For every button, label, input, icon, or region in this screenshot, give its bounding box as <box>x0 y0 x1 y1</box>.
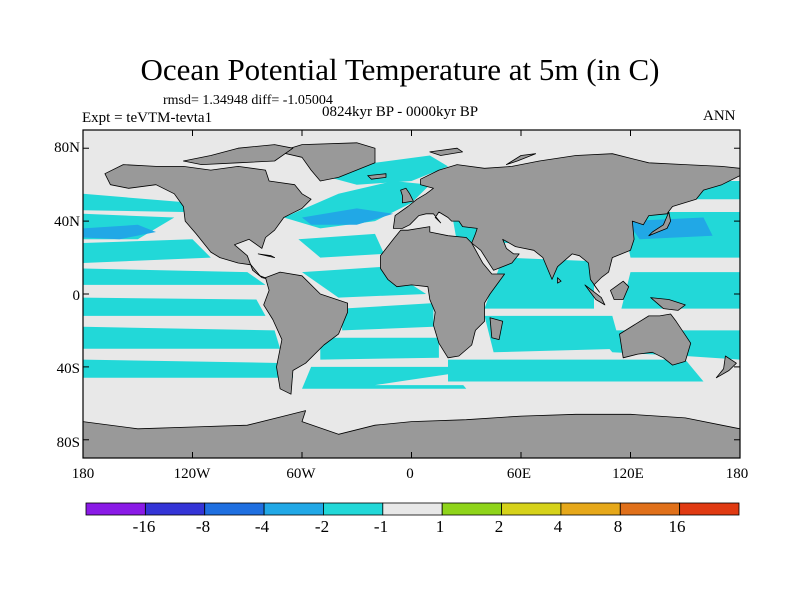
y-tick-label-80s: 80S <box>56 435 80 451</box>
madagascar-landmass <box>489 317 504 341</box>
colorbar-label: 1 <box>435 517 445 536</box>
colorbar-label: -16 <box>132 517 156 536</box>
anomaly-region <box>83 193 193 212</box>
x-tick-label-180w: 180 <box>71 466 95 482</box>
stats-line: rmsd= 1.34948 diff= -1.05004 <box>163 93 333 108</box>
x-tick-label-0: 0 <box>406 466 414 482</box>
axis-ticks <box>82 130 741 458</box>
colorbar-label: 16 <box>668 517 686 536</box>
new-zealand-landmass <box>715 355 737 379</box>
colorbar-label: -2 <box>314 517 330 536</box>
cuba-landmass <box>257 253 276 259</box>
anomaly-region <box>626 217 713 240</box>
anomaly-region <box>484 257 594 309</box>
borneo-landmass <box>610 280 630 300</box>
uk-landmass <box>400 187 414 204</box>
arctic-canada-landmass <box>182 144 294 166</box>
anomaly-region <box>375 396 740 411</box>
colorbar-swatch <box>679 502 740 516</box>
anomaly-region <box>621 272 740 309</box>
africa-landmass <box>380 226 506 359</box>
greenland-landmass <box>277 142 376 182</box>
novaya-zemlya-landmass <box>505 153 536 166</box>
colorbar-label: -8 <box>195 517 211 536</box>
north-america-landmass <box>104 164 312 280</box>
anomaly-region <box>83 297 266 316</box>
x-tick-label-180e: 180 <box>725 466 749 482</box>
japan-landmass <box>648 211 671 237</box>
eurasia-landmass <box>392 153 741 293</box>
anomaly-region <box>83 399 302 415</box>
anomaly-region <box>342 303 434 331</box>
plot-title: Ocean Potential Temperature at 5m (in C) <box>140 52 660 87</box>
anomaly-region <box>83 326 281 349</box>
x-tick-label-120e: 120E <box>612 466 644 482</box>
colorbar-swatch <box>501 502 562 516</box>
anomaly-region <box>83 268 266 285</box>
colorbar-swatch <box>204 502 265 516</box>
y-tick-label-40n: 40N <box>54 214 80 230</box>
y-tick-label-80n: 80N <box>54 140 80 156</box>
x-tick-label-60w: 60W <box>286 466 316 482</box>
anomaly-region <box>302 208 394 225</box>
anomaly-region <box>298 233 385 258</box>
sumatra-landmass <box>584 284 606 306</box>
colorbar-label: 2 <box>494 517 504 536</box>
period-label: 0824kyr BP - 0000kyr BP <box>322 104 479 120</box>
season-label: ANN <box>703 108 736 124</box>
colorbar <box>85 502 740 516</box>
colorbar-label: 4 <box>553 517 563 536</box>
colorbar-swatch <box>323 502 384 516</box>
anomaly-region <box>448 359 704 382</box>
anomaly-region <box>83 239 211 263</box>
anomaly-region <box>83 224 156 240</box>
anomaly-region <box>329 155 448 185</box>
y-tick-label-0: 0 <box>72 288 81 304</box>
colorbar-label: -1 <box>373 517 389 536</box>
sri-lanka-landmass <box>557 277 562 284</box>
land-masses <box>82 142 741 459</box>
new-guinea-landmass <box>650 297 686 311</box>
australia-landmass <box>619 313 692 366</box>
anomaly-region <box>320 337 439 360</box>
antarctica-landmass <box>82 410 741 459</box>
experiment-label: Expt = teVTM-tevta1 <box>82 110 213 126</box>
colorbar-swatch <box>382 502 443 516</box>
map-panel <box>82 129 741 459</box>
colorbar-swatch <box>144 502 206 516</box>
y-tick-label-40s: 40S <box>56 361 80 377</box>
colorbar-swatch <box>560 502 621 516</box>
colorbar-swatch <box>85 502 146 516</box>
svalbard-landmass <box>429 147 464 156</box>
anomaly-region <box>83 359 293 378</box>
colorbar-swatch <box>263 502 324 516</box>
colorbar-label: -4 <box>254 517 270 536</box>
colorbar-swatch <box>619 502 681 516</box>
x-tick-label-60e: 60E <box>506 466 532 482</box>
colorbar-swatch <box>441 502 502 516</box>
south-america-landmass <box>263 271 349 395</box>
colorbar-label: 8 <box>613 517 623 536</box>
anomaly-region <box>484 315 622 353</box>
iceland-landmass <box>367 173 387 180</box>
x-tick-label-120w: 120W <box>173 466 211 482</box>
